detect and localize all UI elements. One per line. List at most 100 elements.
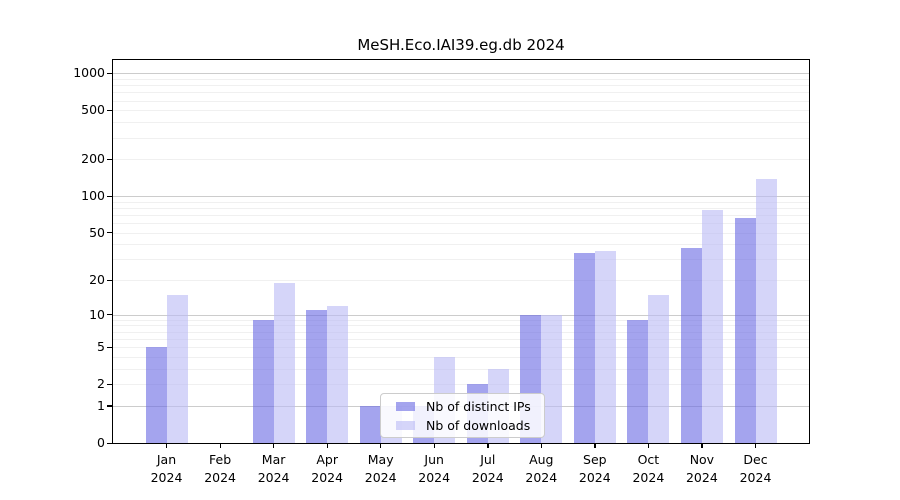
bar-ips-mar xyxy=(252,319,274,443)
gridline-minor xyxy=(113,384,809,386)
x-tick-mark xyxy=(326,444,328,448)
legend-item-distinct-ips: Nb of distinct IPs xyxy=(381,399,544,414)
gridline-major xyxy=(113,314,809,316)
gridline-minor xyxy=(113,368,809,370)
gridline-minor xyxy=(113,79,809,80)
x-tick-label-nov: Nov 2024 xyxy=(685,452,718,485)
gridline-minor xyxy=(113,110,809,112)
y-tick-mark xyxy=(107,405,112,407)
x-tick-label-aug: Aug 2024 xyxy=(525,452,558,485)
x-tick-label-sep: Sep 2024 xyxy=(578,452,611,485)
y-tick-label: 20 xyxy=(89,272,105,288)
y-tick-mark xyxy=(107,279,112,281)
y-tick-mark xyxy=(107,232,112,234)
y-tick-label: 2 xyxy=(97,376,105,392)
bar-ips-jan xyxy=(145,347,167,443)
bar-downloads-dec xyxy=(755,179,777,443)
x-tick-label-mar: Mar 2024 xyxy=(257,452,290,485)
x-tick-label-jun: Jun 2024 xyxy=(418,452,451,485)
x-tick-mark xyxy=(219,444,221,448)
x-tick-label-dec: Dec 2024 xyxy=(739,452,772,485)
x-tick-label-apr: Apr 2024 xyxy=(311,452,344,485)
bar-layer xyxy=(113,60,809,443)
bar-ips-dec xyxy=(734,218,756,443)
x-tick-label-oct: Oct 2024 xyxy=(632,452,665,485)
gridline-minor xyxy=(113,259,809,261)
gridline-minor xyxy=(113,92,809,94)
legend-label-ips: Nb of distinct IPs xyxy=(426,398,531,414)
gridline-minor xyxy=(113,319,809,321)
y-tick-label: 500 xyxy=(81,102,105,118)
gridline-minor xyxy=(113,137,809,139)
x-tick-label-may: May 2024 xyxy=(364,452,397,485)
x-tick-mark xyxy=(540,444,543,448)
gridline-minor xyxy=(113,201,809,203)
bar-downloads-apr xyxy=(327,305,349,443)
y-tick-label: 10 xyxy=(89,306,105,322)
grid-layer xyxy=(113,60,809,443)
y-tick-label: 1000 xyxy=(73,65,105,81)
gridline-minor xyxy=(113,85,809,87)
plot-area: Nb of distinct IPs Nb of downloads xyxy=(112,59,810,444)
gridline-minor xyxy=(113,232,809,234)
y-tick-label: 200 xyxy=(81,151,105,167)
legend-label-downloads: Nb of downloads xyxy=(426,417,531,433)
x-tick-label-jan: Jan 2024 xyxy=(150,452,183,485)
y-tick-label: 5 xyxy=(97,339,105,355)
gridline-minor xyxy=(113,356,809,358)
x-tick-label-jul: Jul 2024 xyxy=(471,452,504,485)
y-tick-mark xyxy=(107,72,112,75)
legend-swatch-ips xyxy=(396,401,415,411)
y-tick-mark xyxy=(107,314,112,316)
gridline-minor xyxy=(113,325,809,327)
bar-downloads-mar xyxy=(273,282,295,443)
bar-ips-nov xyxy=(680,248,702,443)
x-tick-mark xyxy=(433,444,435,448)
y-tick-mark xyxy=(107,346,112,348)
gridline-minor xyxy=(113,331,809,333)
bar-ips-apr xyxy=(306,310,328,443)
y-tick-label: 50 xyxy=(89,224,105,240)
gridline-minor xyxy=(113,100,809,102)
bar-downloads-aug xyxy=(541,314,563,443)
x-tick-mark xyxy=(380,444,382,448)
legend: Nb of distinct IPs Nb of downloads xyxy=(380,393,545,438)
legend-swatch-downloads xyxy=(396,420,415,430)
y-tick-mark xyxy=(107,195,112,197)
x-tick-mark xyxy=(755,444,757,448)
legend-item-downloads: Nb of downloads xyxy=(381,418,544,433)
bar-ips-may xyxy=(359,405,381,443)
gridline-minor xyxy=(113,347,809,349)
y-tick-mark xyxy=(107,383,112,385)
gridline-minor xyxy=(113,280,809,282)
y-tick-mark xyxy=(107,109,112,112)
y-tick-mark xyxy=(107,442,112,444)
x-tick-label-feb: Feb 2024 xyxy=(204,452,236,485)
gridline-major xyxy=(113,196,809,198)
bar-downloads-sep xyxy=(594,251,616,443)
gridline-minor xyxy=(113,122,809,124)
x-tick-mark xyxy=(647,444,650,448)
gridline-major xyxy=(113,73,809,75)
x-tick-mark xyxy=(273,444,275,448)
gridline-minor xyxy=(113,244,809,246)
chart-title: MeSH.Eco.IAI39.eg.db 2024 xyxy=(357,36,565,54)
x-tick-mark xyxy=(701,444,703,448)
x-tick-mark xyxy=(487,444,489,448)
bar-downloads-nov xyxy=(701,209,723,443)
y-tick-mark xyxy=(107,158,112,161)
gridline-minor xyxy=(113,159,809,161)
y-tick-label: 100 xyxy=(81,188,105,204)
x-tick-mark xyxy=(594,444,596,448)
bar-downloads-jan xyxy=(166,294,188,443)
bar-downloads-oct xyxy=(648,294,670,443)
gridline-minor xyxy=(113,338,809,340)
y-tick-label: 1 xyxy=(97,397,105,413)
gridline-minor xyxy=(113,207,809,209)
x-tick-mark xyxy=(166,444,168,448)
bar-ips-oct xyxy=(627,319,649,443)
gridline-minor xyxy=(113,223,809,225)
gridline-minor xyxy=(113,214,809,216)
y-tick-label: 0 xyxy=(97,435,105,450)
